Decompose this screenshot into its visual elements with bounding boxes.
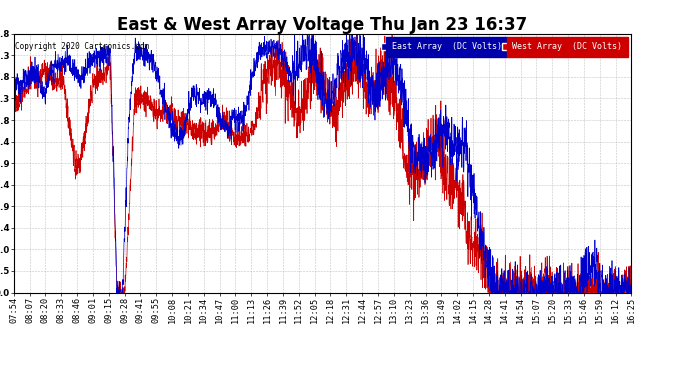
Legend: East Array  (DC Volts), West Array  (DC Volts): East Array (DC Volts), West Array (DC Vo… [379, 40, 624, 53]
Title: East & West Array Voltage Thu Jan 23 16:37: East & West Array Voltage Thu Jan 23 16:… [117, 16, 528, 34]
Text: Copyright 2020 Cartronics.com: Copyright 2020 Cartronics.com [15, 42, 149, 51]
